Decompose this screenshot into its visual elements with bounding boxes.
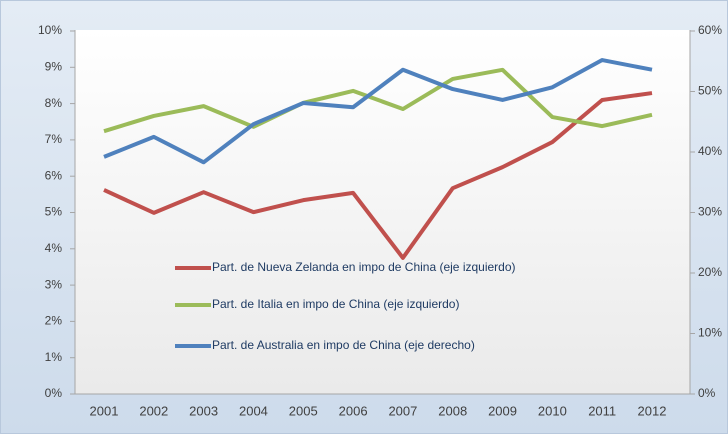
x-tick-label: 2008 (438, 403, 467, 418)
x-tick-label: 2003 (189, 403, 218, 418)
x-tick-label: 2012 (638, 403, 667, 418)
x-tick-label: 2002 (139, 403, 168, 418)
y-tick-label: 3% (45, 277, 63, 291)
x-tick-label: 2004 (239, 403, 268, 418)
y2-tick-label: 20% (698, 265, 722, 279)
y-tick-label: 7% (45, 132, 63, 146)
x-tick-label: 2006 (339, 403, 368, 418)
y-tick-label: 4% (45, 241, 63, 255)
y2-tick-label: 10% (698, 326, 722, 340)
series-line (103, 67, 653, 134)
y-tick-label: 5% (45, 205, 63, 219)
x-tick-label: 2010 (538, 403, 567, 418)
legend-label: Part. de Nueva Zelanda en impo de China … (212, 260, 516, 274)
y-tick-label: 0% (45, 386, 63, 400)
x-tick-label: 2007 (388, 403, 417, 418)
y-tick-label: 8% (45, 96, 63, 110)
y-tick-label: 9% (45, 59, 63, 73)
y2-tick-label: 30% (698, 205, 722, 219)
y2-tick-label: 40% (698, 144, 722, 158)
series-line (103, 58, 653, 165)
x-tick-label: 2011 (588, 403, 616, 418)
x-tick-label: 2001 (90, 403, 119, 418)
y2-tick-label: 50% (698, 84, 722, 98)
x-tick-label: 2009 (488, 403, 517, 418)
y2-tick-label: 0% (698, 386, 716, 400)
plot-area (75, 30, 690, 394)
legend-label: Part. de Australia en impo de China (eje… (212, 338, 475, 352)
series-line (103, 91, 653, 260)
legend-label: Part. de Italia en impo de China (eje iz… (212, 297, 459, 311)
y-tick-label: 2% (45, 314, 63, 328)
x-tick-label: 2005 (289, 403, 318, 418)
y-tick-label: 10% (38, 23, 62, 37)
y2-tick-label: 60% (698, 23, 722, 37)
y-tick-label: 6% (45, 168, 63, 182)
y-tick-label: 1% (45, 350, 63, 364)
